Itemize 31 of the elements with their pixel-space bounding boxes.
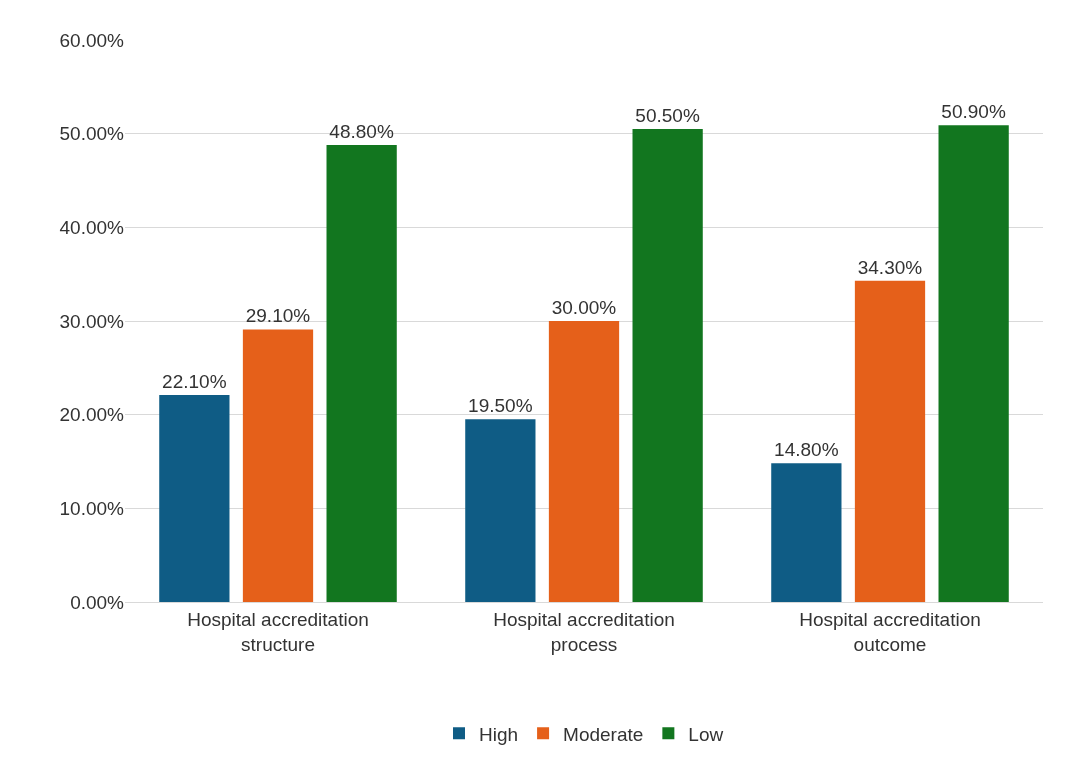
legend-label: Moderate [563,723,644,745]
bar [632,128,703,602]
legend-label: High [479,723,519,745]
data-label: 19.50% [468,395,533,417]
data-label: 14.80% [774,439,839,461]
bar [159,395,230,602]
y-tick-label: 10.00% [59,497,125,519]
x-tick-label: Hospital accreditation process [493,608,675,655]
data-label: 29.10% [245,305,311,327]
bar [854,280,926,602]
bar [771,463,842,602]
data-label: 50.90% [941,101,1006,123]
x-tick-label: Hospital accreditation structure [187,608,369,655]
bar [242,329,314,602]
y-tick-label: 0.00% [70,591,125,613]
bar [548,321,620,602]
y-tick-label: 50.00% [59,123,125,145]
bar [465,419,536,602]
data-label: 34.30% [857,256,923,278]
data-label: 50.50% [635,104,700,126]
data-label: 22.10% [162,371,227,392]
x-tick-label: Hospital accreditation outcome [799,608,981,655]
bar [938,125,1009,602]
y-tick-label: 20.00% [59,404,125,426]
data-label: 30.00% [551,297,617,318]
bar [326,144,397,602]
legend-label: Low [688,723,724,745]
y-tick-label: 30.00% [59,310,125,332]
y-tick-label: 60.00% [59,29,125,51]
data-label: 48.80% [329,120,394,142]
y-tick-label: 40.00% [59,216,125,238]
